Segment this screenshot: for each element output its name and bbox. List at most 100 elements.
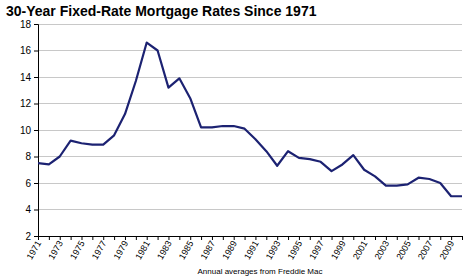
grid-line — [38, 103, 462, 104]
y-tick: 10 — [20, 125, 38, 136]
x-tick-mark — [103, 236, 104, 240]
x-tick-mark — [255, 236, 256, 240]
y-tick-label: 12 — [20, 98, 32, 109]
x-tick — [114, 236, 115, 240]
grid-line — [38, 183, 462, 184]
x-tick: 1987 — [199, 236, 218, 261]
x-tick: 1985 — [177, 236, 196, 261]
x-tick-mark — [451, 236, 452, 240]
x-tick — [353, 236, 354, 240]
grid — [38, 24, 462, 236]
x-tick-mark — [375, 236, 376, 240]
x-axis: 1971197319751977197919811983198519871989… — [25, 236, 463, 261]
y-tick-mark — [34, 77, 38, 78]
chart: 2468101214161819711973197519771979198119… — [0, 0, 474, 277]
x-tick-label: 2007 — [416, 239, 435, 261]
x-tick-mark — [114, 236, 115, 240]
y-tick-label: 10 — [20, 125, 32, 136]
y-tick: 8 — [25, 151, 38, 162]
x-tick-label: 1971 — [25, 239, 44, 261]
y-tick-mark — [34, 24, 38, 25]
grid-line — [38, 209, 462, 210]
x-tick-mark — [353, 236, 354, 240]
x-tick-mark — [277, 236, 278, 240]
x-tick-label: 1975 — [68, 239, 87, 261]
x-tick-mark — [245, 236, 246, 240]
y-tick: 6 — [25, 178, 38, 189]
x-tick-mark — [462, 236, 463, 240]
x-tick-mark — [49, 236, 50, 240]
grid-line — [38, 130, 462, 131]
x-tick-label: 1981 — [133, 239, 152, 261]
x-tick-label: 1979 — [112, 239, 131, 261]
y-tick: 4 — [25, 204, 38, 215]
grid-line — [38, 24, 462, 25]
x-tick: 1971 — [25, 236, 44, 261]
x-tick — [419, 236, 420, 240]
x-tick — [266, 236, 267, 240]
x-tick-label: 1985 — [177, 239, 196, 261]
grid-line — [38, 50, 462, 51]
x-tick: 1977 — [90, 236, 109, 261]
y-tick-label: 14 — [20, 72, 32, 83]
y-tick-mark — [34, 104, 38, 105]
x-tick-mark — [332, 236, 333, 240]
x-tick-label: 1991 — [242, 239, 261, 261]
x-tick-label: 1995 — [285, 239, 304, 261]
x-tick-mark — [179, 236, 180, 240]
x-tick-mark — [299, 236, 300, 240]
x-tick-mark — [92, 236, 93, 240]
x-tick-mark — [136, 236, 137, 240]
x-tick: 1979 — [112, 236, 131, 261]
y-tick-label: 4 — [25, 204, 31, 215]
x-tick — [310, 236, 311, 240]
x-tick-mark — [321, 236, 322, 240]
x-tick-mark — [397, 236, 398, 240]
x-tick-mark — [71, 236, 72, 240]
x-tick: 2005 — [394, 236, 413, 261]
x-tick-mark — [158, 236, 159, 240]
x-tick-label: 2003 — [372, 239, 391, 261]
x-tick-mark — [440, 236, 441, 240]
x-tick-label: 2005 — [394, 239, 413, 261]
x-tick — [92, 236, 93, 240]
x-tick-mark — [60, 236, 61, 240]
x-tick-mark — [266, 236, 267, 240]
y-tick-mark — [34, 236, 38, 237]
x-tick — [136, 236, 137, 240]
x-tick — [71, 236, 72, 240]
y-tick: 16 — [20, 45, 38, 56]
x-tick-mark — [288, 236, 289, 240]
y-tick-mark — [34, 183, 38, 184]
x-tick: 1989 — [220, 236, 239, 261]
x-tick-label: 1997 — [307, 239, 326, 261]
y-tick: 12 — [20, 98, 38, 109]
x-tick-mark — [386, 236, 387, 240]
x-tick: 1999 — [329, 236, 348, 261]
x-tick — [179, 236, 180, 240]
x-tick — [158, 236, 159, 240]
x-tick-mark — [310, 236, 311, 240]
x-tick: 1995 — [285, 236, 304, 261]
grid-line — [38, 156, 462, 157]
x-tick-mark — [201, 236, 202, 240]
x-tick: 2001 — [351, 236, 370, 261]
y-axis-line — [34, 25, 39, 237]
x-tick-mark — [408, 236, 409, 240]
x-tick: 1975 — [68, 236, 87, 261]
x-tick — [462, 236, 463, 240]
x-tick-mark — [125, 236, 126, 240]
x-tick — [375, 236, 376, 240]
x-tick-label: 1989 — [220, 239, 239, 261]
x-tick-mark — [223, 236, 224, 240]
y-tick-mark — [34, 157, 38, 158]
x-tick-mark — [81, 236, 82, 240]
x-tick: 1983 — [155, 236, 174, 261]
x-tick: 1993 — [264, 236, 283, 261]
y-tick-label: 8 — [25, 151, 31, 162]
x-tick: 1991 — [242, 236, 261, 261]
x-tick — [245, 236, 246, 240]
x-axis-line — [39, 237, 463, 241]
x-tick: 1997 — [307, 236, 326, 261]
x-tick-label: 1973 — [46, 239, 65, 261]
